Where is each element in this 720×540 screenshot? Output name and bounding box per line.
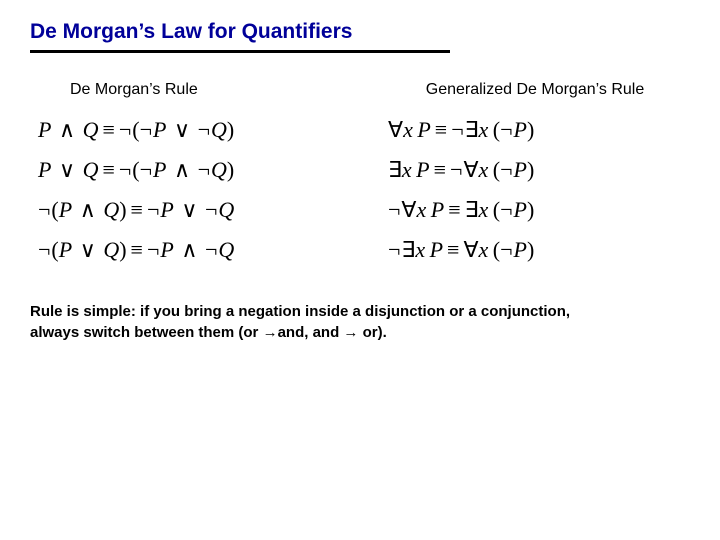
arrow-icon: → (263, 324, 278, 341)
footer-line2b: and, and (278, 324, 344, 341)
right-column-header: Generalized De Morgan’s Rule (380, 81, 690, 99)
footer-rule-text: Rule is simple: if you bring a negation … (30, 301, 690, 343)
right-formula-list: ∀x P≡¬∃x (¬P) ∃x P≡¬∀x (¬P) ¬∀x P≡∃x (¬P) ¬… (380, 117, 690, 263)
arrow-icon: → (343, 324, 358, 341)
formula: ¬∃x P≡∀x (¬P) (380, 237, 690, 263)
footer-line1: Rule is simple: if you bring a negation … (30, 303, 570, 320)
slide-container: De Morgan’s Law for Quantifiers De Morga… (0, 0, 720, 363)
formula: ¬(P ∧ Q)≡¬P ∨ ¬Q (30, 197, 340, 223)
slide-title: De Morgan’s Law for Quantifiers (30, 20, 690, 44)
formula: P ∧ Q≡¬(¬P ∨ ¬Q) (30, 117, 340, 143)
footer-line2a: always switch between them (or (30, 324, 263, 341)
formula: ¬(P ∨ Q)≡¬P ∧ ¬Q (30, 237, 340, 263)
title-underline (30, 50, 450, 53)
formula: P ∨ Q≡¬(¬P ∧ ¬Q) (30, 157, 340, 183)
formula: ∃x P≡¬∀x (¬P) (380, 157, 690, 183)
footer-line2c: or). (358, 324, 386, 341)
left-formula-list: P ∧ Q≡¬(¬P ∨ ¬Q) P ∨ Q≡¬(¬P ∧ ¬Q) ¬(P ∧ Q)… (30, 117, 340, 263)
right-column: Generalized De Morgan’s Rule ∀x P≡¬∃x (¬… (380, 81, 690, 277)
left-column-header: De Morgan’s Rule (60, 81, 340, 99)
formula: ¬∀x P≡∃x (¬P) (380, 197, 690, 223)
formula: ∀x P≡¬∃x (¬P) (380, 117, 690, 143)
content-columns: De Morgan’s Rule P ∧ Q≡¬(¬P ∨ ¬Q) P ∨ Q≡¬… (30, 81, 690, 277)
left-column: De Morgan’s Rule P ∧ Q≡¬(¬P ∨ ¬Q) P ∨ Q≡¬… (30, 81, 340, 277)
